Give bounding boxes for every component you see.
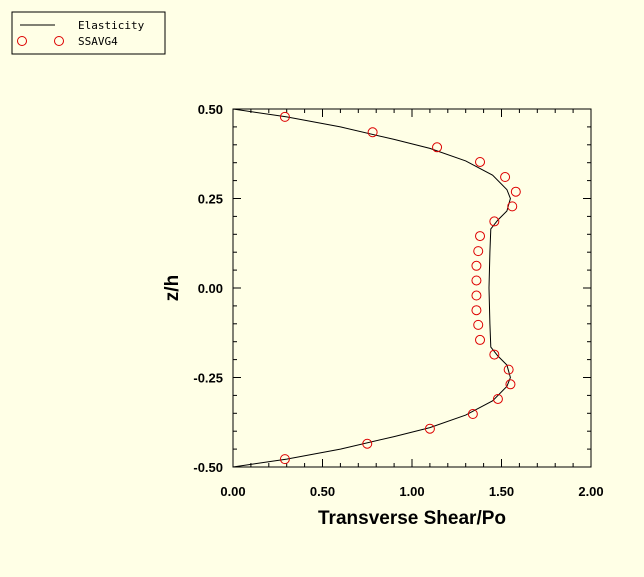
- y-tick-label: -0.50: [193, 460, 223, 475]
- y-tick-label: 0.00: [198, 281, 223, 296]
- data-point-ssavg4: [510, 186, 521, 197]
- data-point-ssavg4: [489, 349, 500, 360]
- x-tick-label: 0.00: [220, 484, 245, 499]
- data-point-ssavg4: [489, 216, 500, 227]
- legend-label-series-1: Elasticity: [78, 19, 145, 32]
- legend-marker-sample-1: [17, 36, 27, 46]
- data-point-ssavg4: [473, 319, 484, 330]
- data-point-ssavg4: [467, 409, 478, 420]
- data-point-ssavg4: [471, 305, 482, 316]
- data-point-ssavg4: [279, 454, 290, 465]
- y-tick-label: 0.50: [198, 102, 223, 117]
- axis-ticks: 0.00 0.50 1.00 1.50 2.00 0.50 0.25 0.00 -0.25 -0.…: [193, 102, 603, 499]
- data-point-ssavg4: [500, 172, 511, 183]
- legend-box: [11, 11, 166, 55]
- data-point-ssavg4: [424, 423, 435, 434]
- data-point-ssavg4: [505, 379, 516, 390]
- x-tick-label: 1.50: [489, 484, 514, 499]
- series-line-elasticity: [232, 108, 511, 468]
- legend-label-series-2: SSAVG4: [78, 35, 118, 48]
- y-tick-label: -0.25: [193, 371, 223, 386]
- data-point-ssavg4: [279, 111, 290, 122]
- data-point-ssavg4: [475, 334, 486, 345]
- data-point-ssavg4: [473, 246, 484, 257]
- x-tick-label: 2.00: [578, 484, 603, 499]
- axis-labels: Transverse Shear/Po z/h: [162, 275, 506, 529]
- y-axis-title: z/h: [162, 275, 183, 301]
- x-axis-title: Transverse Shear/Po: [318, 508, 506, 529]
- plot-frame: [232, 108, 592, 468]
- data-point-ssavg4: [475, 231, 486, 242]
- data-point-ssavg4: [471, 260, 482, 271]
- plot-area: [232, 108, 592, 468]
- y-tick-label: 0.25: [198, 192, 223, 207]
- data-point-ssavg4: [471, 290, 482, 301]
- legend-marker-sample-2: [54, 36, 64, 46]
- data-point-ssavg4: [475, 156, 486, 167]
- data-point-ssavg4: [367, 127, 378, 138]
- data-point-ssavg4: [507, 201, 518, 212]
- legend: Elasticity SSAVG4: [11, 11, 166, 55]
- x-tick-label: 1.00: [399, 484, 424, 499]
- data-point-ssavg4: [471, 275, 482, 286]
- data-point-ssavg4: [432, 142, 443, 153]
- data-marks: [232, 108, 521, 468]
- x-tick-label: 0.50: [310, 484, 335, 499]
- data-point-ssavg4: [492, 393, 503, 404]
- data-point-ssavg4: [362, 438, 373, 449]
- data-point-ssavg4: [503, 364, 514, 375]
